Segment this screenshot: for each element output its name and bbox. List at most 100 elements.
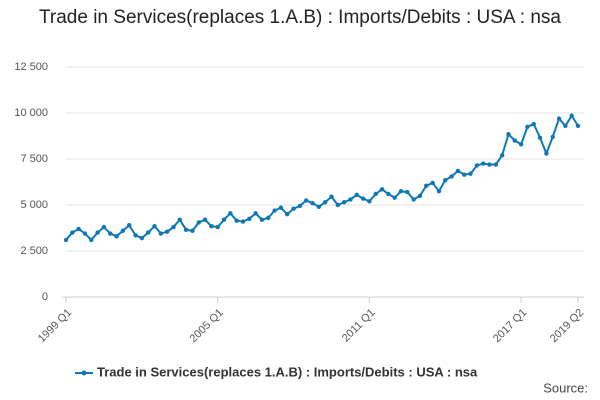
point bbox=[316, 204, 322, 210]
point bbox=[234, 218, 239, 223]
series-line bbox=[65, 113, 579, 242]
point bbox=[417, 193, 423, 198]
point bbox=[82, 231, 88, 236]
y-tick-label: 7 500 bbox=[20, 153, 48, 165]
point bbox=[63, 237, 69, 243]
point bbox=[240, 219, 246, 224]
y-tick-label: 12 500 bbox=[14, 61, 48, 73]
y-tick-label: 0 bbox=[42, 291, 48, 303]
x-tick-label: 2019 Q2 bbox=[548, 307, 586, 345]
chart-title: Trade in Services(replaces 1.A.B) : Impo… bbox=[39, 7, 561, 28]
point bbox=[70, 230, 75, 235]
point bbox=[354, 192, 359, 198]
point bbox=[285, 212, 290, 217]
point bbox=[171, 224, 176, 230]
point bbox=[436, 189, 442, 194]
point bbox=[386, 191, 391, 197]
point bbox=[575, 123, 581, 129]
point bbox=[462, 172, 467, 177]
point bbox=[411, 197, 416, 202]
point bbox=[221, 217, 227, 222]
source: Source: bbox=[543, 380, 588, 395]
point bbox=[272, 208, 277, 213]
point bbox=[114, 234, 119, 239]
point bbox=[525, 124, 530, 129]
point bbox=[209, 223, 214, 229]
point bbox=[76, 226, 81, 232]
point bbox=[480, 161, 486, 166]
point bbox=[405, 189, 410, 195]
point bbox=[474, 163, 480, 168]
point bbox=[133, 233, 138, 238]
point bbox=[322, 200, 328, 205]
legend-marker bbox=[81, 370, 87, 376]
point bbox=[563, 123, 568, 129]
point bbox=[443, 177, 448, 183]
x-tick-label: 2011 Q1 bbox=[340, 307, 378, 345]
point bbox=[398, 189, 404, 194]
point bbox=[303, 198, 309, 203]
point bbox=[145, 230, 151, 235]
point bbox=[89, 237, 94, 243]
point bbox=[127, 223, 132, 228]
point bbox=[341, 200, 347, 205]
point bbox=[297, 203, 303, 209]
point bbox=[506, 131, 511, 137]
point bbox=[424, 183, 429, 188]
legend-label: Trade in Services(replaces 1.A.B) : Impo… bbox=[97, 364, 478, 379]
point bbox=[449, 174, 454, 179]
point bbox=[455, 168, 461, 174]
point bbox=[310, 200, 315, 206]
point bbox=[518, 142, 524, 147]
point bbox=[487, 162, 492, 167]
point bbox=[360, 196, 366, 201]
y-tick-label: 5 000 bbox=[20, 199, 48, 211]
point bbox=[569, 113, 574, 118]
point bbox=[101, 224, 107, 230]
point bbox=[259, 217, 265, 222]
point bbox=[247, 216, 252, 221]
point bbox=[392, 195, 397, 200]
point bbox=[228, 211, 233, 216]
point bbox=[158, 231, 164, 236]
point bbox=[335, 202, 341, 208]
point bbox=[177, 217, 182, 222]
point bbox=[95, 230, 100, 235]
point bbox=[108, 231, 113, 236]
point bbox=[373, 191, 378, 197]
point bbox=[468, 171, 473, 176]
point bbox=[499, 153, 505, 158]
point bbox=[493, 162, 499, 167]
point bbox=[348, 197, 353, 202]
point bbox=[152, 223, 157, 229]
point bbox=[196, 220, 201, 225]
point bbox=[544, 151, 549, 156]
point bbox=[190, 228, 195, 233]
point bbox=[531, 121, 536, 127]
point bbox=[512, 138, 517, 143]
point bbox=[139, 235, 145, 241]
point bbox=[537, 135, 543, 141]
point bbox=[367, 199, 372, 204]
point bbox=[379, 187, 385, 192]
x-tick-label: 2005 Q1 bbox=[188, 307, 226, 345]
point bbox=[556, 116, 562, 121]
point bbox=[430, 180, 435, 186]
point bbox=[278, 205, 284, 210]
x-tick-label: 1999 Q1 bbox=[36, 307, 74, 345]
point bbox=[202, 217, 208, 222]
point bbox=[329, 194, 334, 199]
point bbox=[120, 228, 126, 233]
point bbox=[550, 134, 555, 140]
point bbox=[164, 229, 170, 234]
x-tick-label: 2017 Q1 bbox=[491, 307, 529, 345]
point bbox=[215, 224, 220, 230]
y-tick-label: 10 000 bbox=[14, 107, 48, 119]
y-tick-label: 2 500 bbox=[20, 245, 48, 257]
point bbox=[291, 206, 296, 211]
point bbox=[266, 215, 271, 221]
point bbox=[253, 211, 258, 216]
point bbox=[183, 227, 189, 233]
